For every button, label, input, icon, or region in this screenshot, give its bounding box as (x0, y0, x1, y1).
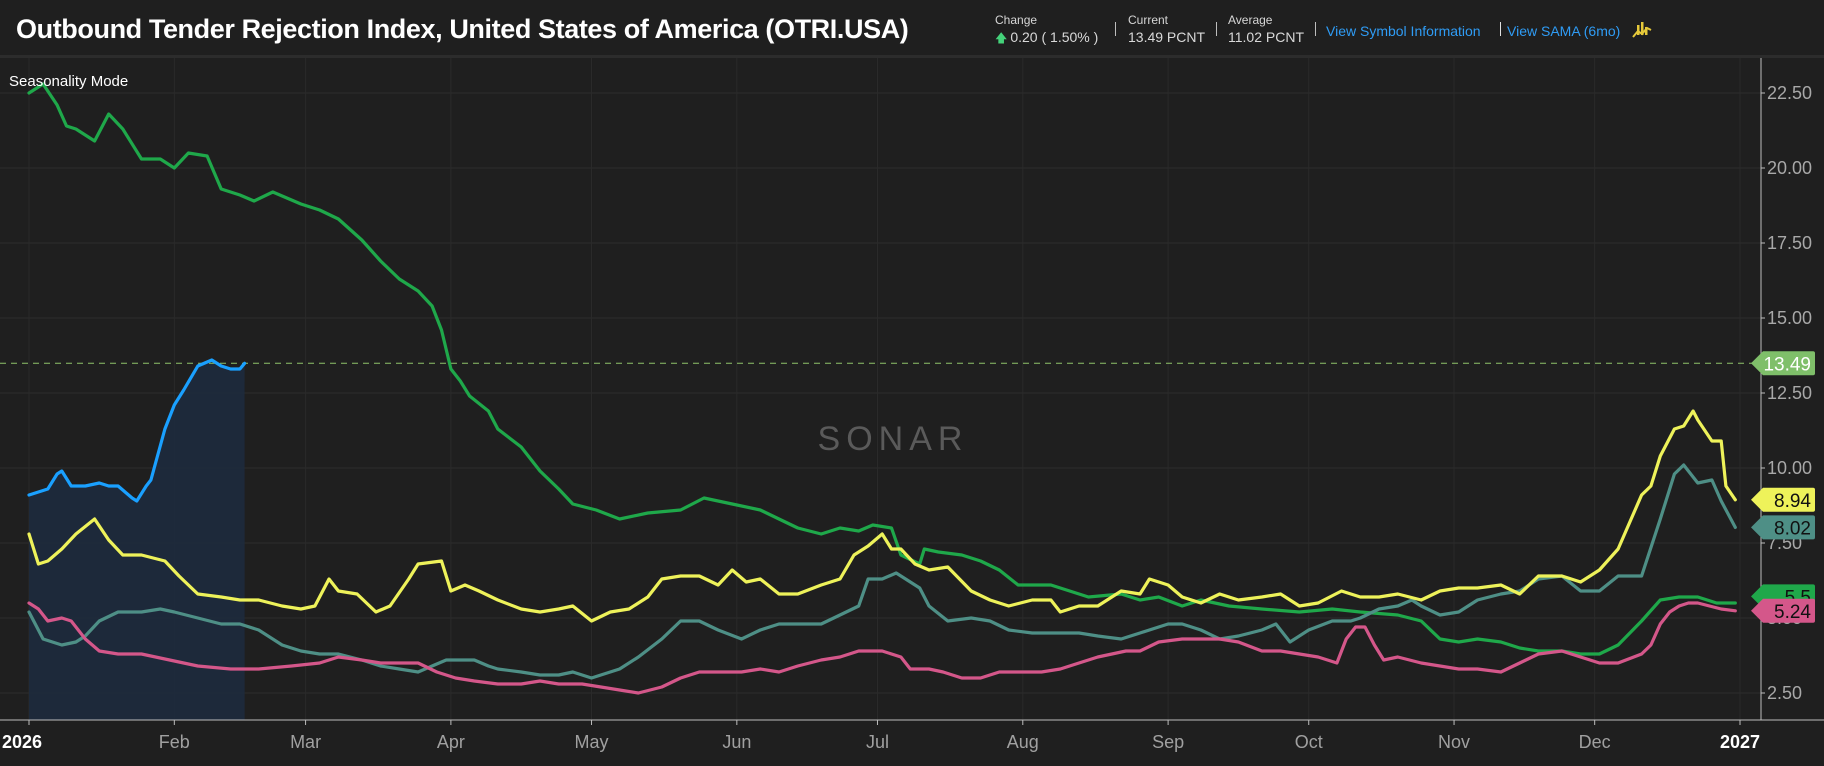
chart-svg[interactable]: SONAR2.505.007.5010.0012.5015.0017.5020.… (0, 58, 1824, 761)
pink-series-value-tag-text: 5.24 (1774, 602, 1811, 623)
divider (1500, 22, 1501, 36)
view-symbol-information-link[interactable]: View Symbol Information (1326, 23, 1481, 39)
x-tick-label: May (575, 732, 609, 752)
sonar-watermark: SONAR (818, 420, 969, 458)
teal-series-value-tag-text: 8.02 (1774, 518, 1811, 539)
average-stat: Average 11.02 PCNT (1228, 13, 1304, 44)
change-label: Change (995, 13, 1038, 27)
y-tick-label: 10.00 (1767, 458, 1812, 478)
divider (1315, 22, 1316, 36)
x-tick-label: Sep (1152, 732, 1184, 752)
yellow-series-line (27, 409, 1737, 623)
yellow-series-value-tag-background (1751, 487, 1815, 512)
y-tick-label: 15.00 (1767, 308, 1812, 328)
x-tick-label: Dec (1579, 732, 1611, 752)
teal-series-value-tag-background (1751, 515, 1815, 540)
divider (1216, 22, 1217, 36)
x-tick-label: 2026 (2, 732, 42, 752)
current-label: Current (1128, 13, 1169, 27)
teal-series-line (27, 463, 1737, 680)
pink-series-value-tag: 5.24 (1751, 598, 1815, 623)
shaded-region (29, 360, 245, 720)
y-tick-label: 17.50 (1767, 233, 1812, 253)
divider (1115, 22, 1116, 36)
teal-series-value-tag: 8.02 (1751, 515, 1815, 540)
pink-series-line (27, 601, 1737, 695)
view-sama-link[interactable]: View SAMA (6mo) (1507, 23, 1621, 39)
change-value: 0.20 ( 1.50% ) (1010, 29, 1099, 45)
plot-background (0, 58, 1824, 761)
x-tick-label: Oct (1295, 732, 1323, 752)
y-tick-label: 12.50 (1767, 383, 1812, 403)
seasonality-mode-label: Seasonality Mode (9, 73, 129, 90)
x-tick-label: Feb (159, 732, 190, 752)
current-year-series-line (27, 358, 247, 503)
x-axis-panel (0, 720, 1824, 761)
x-tick-label: Mar (290, 732, 321, 752)
x-tick-label: Jun (722, 732, 751, 752)
arrow-up-icon: 🡅 (995, 31, 1008, 45)
y-tick-label: 20.00 (1767, 158, 1812, 178)
y-axis-panel (1761, 58, 1824, 761)
x-tick-label: Nov (1438, 732, 1470, 752)
average-label: Average (1228, 13, 1273, 27)
yellow-series-value-tag-text: 8.94 (1774, 491, 1811, 512)
current-value: 13.49 PCNT (1128, 29, 1206, 45)
pink-series-value-tag-background (1751, 598, 1815, 623)
x-tick-label: Jul (866, 732, 889, 752)
chart-header: Outbound Tender Rejection Index, United … (0, 0, 1824, 58)
current-value-tag: 13.49 (1751, 351, 1815, 376)
x-tick-label: Aug (1007, 732, 1039, 752)
average-value: 11.02 PCNT (1228, 29, 1304, 45)
chart-area[interactable]: SONAR2.505.007.5010.0012.5015.0017.5020.… (0, 58, 1824, 761)
y-tick-label: 2.50 (1767, 683, 1802, 703)
chart-title: Outbound Tender Rejection Index, United … (16, 14, 909, 44)
chart-trend-icon[interactable] (1632, 21, 1652, 39)
current-stat: Current 13.49 PCNT (1128, 13, 1205, 44)
y-tick-label: 22.50 (1767, 83, 1812, 103)
yellow-series-value-tag: 8.94 (1751, 487, 1815, 512)
x-tick-label: Apr (437, 732, 465, 752)
change-stat: Change 🡅 0.20 ( 1.50% ) (995, 13, 1098, 45)
current-value-tag-background (1751, 351, 1815, 376)
green-series-line (27, 82, 1737, 656)
x-tick-label: 2027 (1720, 732, 1760, 752)
current-value-tag-text: 13.49 (1763, 354, 1811, 375)
